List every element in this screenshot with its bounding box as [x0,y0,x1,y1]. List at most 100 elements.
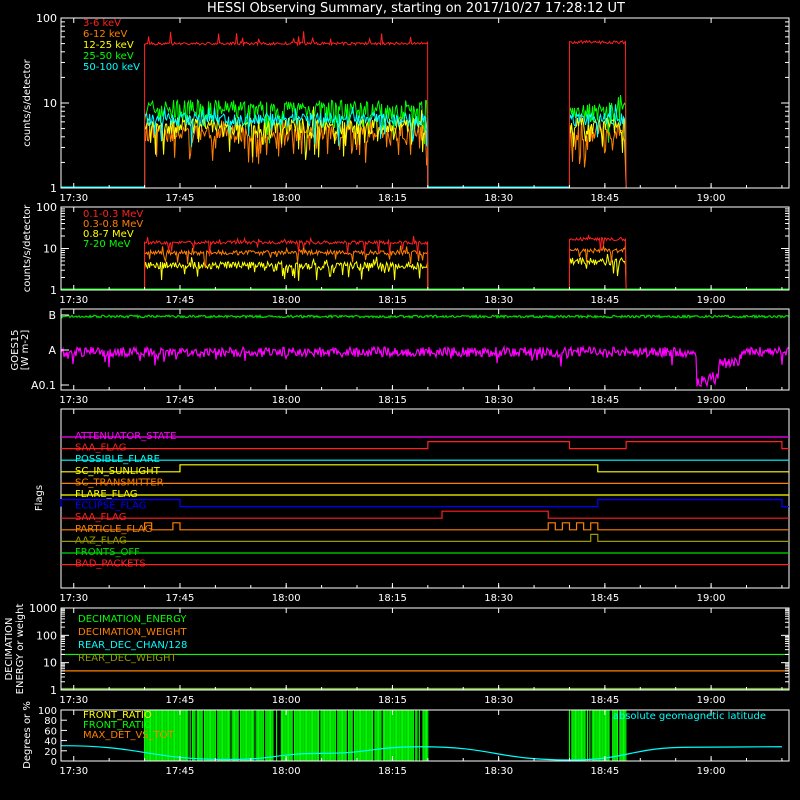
y-tick-label: 10 [43,97,57,110]
y-tick-label: 1 [50,284,57,297]
flag-line [61,441,789,450]
legend-entry: 12-25 keV [83,40,134,51]
flag-line [60,499,789,508]
x-tick-label: 19:00 [697,766,726,777]
flag-label: BAD_PACKETS [75,559,146,570]
y-axis-label: Flags [34,485,45,511]
figure-title: HESSI Observing Summary, starting on 201… [207,1,625,16]
flag-label: FLARE_FLAG [75,489,138,500]
legend-entry: 3-6 keV [83,18,121,29]
x-tick-label: 17:45 [166,766,195,777]
x-tick-label: 18:30 [484,193,513,204]
flag-line [61,464,789,473]
y-tick-label: A [48,344,56,357]
panel-6-frame [60,709,790,762]
y-axis-label: ENERGY or weight [15,604,26,695]
panel-decimation: 17:30 17:45 18:00 18:15 18:30 18:45 19:00 1 10 10… [4,602,790,706]
legend-entry: 7-20 MeV [83,239,131,250]
flag-line [61,522,789,531]
series-line-50-100-keV [144,104,627,189]
y-tick-label: 1000 [29,602,57,615]
legend-entry: MAX_DET_VS_TOT [83,730,175,741]
x-tick-label: 18:45 [590,395,619,406]
x-tick-label: 19:00 [697,395,726,406]
x-tick-label: 17:30 [59,193,88,204]
y-tick-label: 60 [44,726,57,737]
x-tick-label: 18:00 [272,695,301,706]
flag-label: AAZ_FLAG [75,535,127,546]
legend-entry: REAR_DEC_CHAN/128 [78,640,187,651]
y-tick-label: B [48,309,56,322]
x-tick-label: 18:00 [272,593,301,604]
x-tick-label: 17:30 [59,593,88,604]
legend-entry: absolute geomagnetic latitude [613,711,766,722]
y-tick-label: 0 [51,757,57,768]
y-tick-label: 40 [44,737,57,748]
series-line-goes-long [60,313,790,320]
legend-entry: 0.1-0.3 MeV [83,209,143,220]
y-tick-label: 10 [43,657,57,670]
y-tick-label: 10 [43,243,57,256]
legend-entry: 0.8-7 MeV [83,229,134,240]
x-tick-label: 18:15 [378,395,407,406]
series-line-goes-short [60,344,790,388]
y-tick-label: 100 [36,12,57,25]
series-line-0.3-0.8-MeV [144,245,627,291]
x-tick-label: 17:45 [166,695,195,706]
x-tick-label: 17:45 [166,193,195,204]
y-tick-label: 1 [50,684,57,697]
flag-label: SAA_FLAG [75,512,126,523]
panel-4-frame [60,408,790,589]
legend-entry: DECIMATION_ENERGY [78,614,187,625]
legend-entry: REAR_DEC_WEIGHT [78,653,177,664]
x-tick-label: 18:30 [484,695,513,706]
x-tick-label: 18:45 [590,593,619,604]
series-line-0.1-0.3-MeV [144,234,627,291]
x-tick-label: 18:45 [590,695,619,706]
legend-entry: 25-50 keV [83,51,134,62]
panels: 17:30 17:45 18:00 18:15 18:30 18:45 19:0011010… [4,12,790,777]
x-tick-label: 18:15 [378,766,407,777]
x-tick-label: 18:15 [378,193,407,204]
flag-line [61,533,789,542]
y-tick-label: 100 [38,706,57,717]
x-tick-label: 17:45 [166,395,195,406]
x-tick-label: 18:00 [272,766,301,777]
x-tick-label: 19:00 [697,695,726,706]
panel-low-energy: 17:30 17:45 18:00 18:15 18:30 18:45 19:00 1 10 10… [22,12,790,204]
x-tick-label: 17:30 [59,395,88,406]
panel-flags: 17:30 17:45 18:00 18:15 18:30 18:45 19:00 Flags… [34,408,790,604]
y-tick-label: 100 [36,201,57,214]
x-tick-label: 18:30 [484,766,513,777]
x-tick-label: 17:30 [59,295,88,306]
x-tick-label: 18:15 [378,695,407,706]
x-tick-label: 18:15 [378,295,407,306]
x-tick-label: 18:00 [272,193,301,204]
legend-entry: 50-100 keV [83,62,140,73]
x-tick-label: 18:30 [484,395,513,406]
flag-label: ECLIPSE_FLAG [75,501,146,512]
y-tick-label: 100 [36,629,57,642]
legend-entry: 6-12 keV [83,29,127,40]
latitude-curve [60,745,782,761]
panel-5-frame [60,607,790,691]
legend-entry: 0.3-0.8 MeV [83,219,143,230]
legend-entry: FRONT_RATIO [83,710,152,721]
x-tick-label: 18:30 [484,593,513,604]
x-tick-label: 18:30 [484,295,513,306]
y-axis-label: GOES15 [10,329,21,370]
x-tick-label: 17:45 [166,593,195,604]
x-tick-label: 18:00 [272,295,301,306]
flag-label: POSSIBLE_FLARE [75,454,160,465]
y-axis-label: DECIMATION [4,617,15,680]
x-tick-label: 18:00 [272,395,301,406]
x-tick-label: 17:45 [166,295,195,306]
x-tick-label: 18:45 [590,766,619,777]
x-tick-label: 17:30 [59,766,88,777]
panel-ratios: 17:30 17:45 18:00 18:15 18:30 18:45 19:00 02040… [22,701,790,777]
x-tick-label: 19:00 [697,593,726,604]
x-tick-label: 18:15 [378,593,407,604]
x-tick-label: 19:00 [697,193,726,204]
series-line-3-6-keV [144,31,627,189]
flag-label: SAA_FLAG [75,443,126,454]
